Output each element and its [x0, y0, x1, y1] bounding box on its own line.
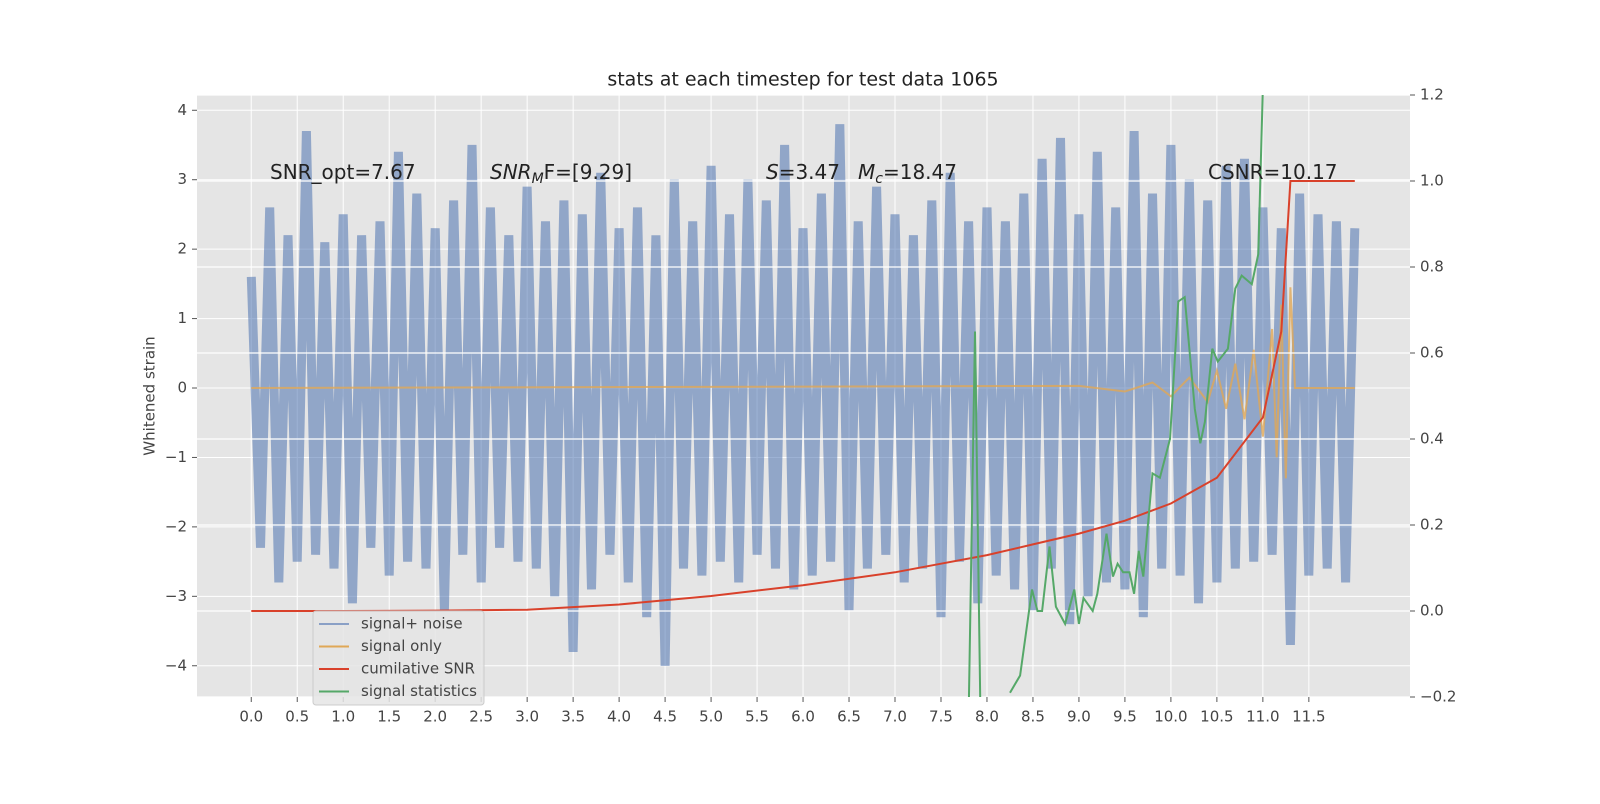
y-tick-label: 0	[177, 379, 187, 397]
x-tick-label: 10.0	[1154, 708, 1187, 726]
y2-tick-label: 0.4	[1420, 430, 1444, 448]
annotation: SNRMF=[9.29]	[490, 160, 632, 188]
y-tick-label: 2	[177, 240, 187, 258]
chart-title: stats at each timestep for test data 106…	[607, 69, 998, 91]
annotation-text: M	[858, 160, 875, 184]
x-tick-label: 6.0	[791, 708, 815, 726]
x-tick-label: 11.5	[1292, 708, 1325, 726]
x-tick-label: 1.5	[377, 708, 401, 726]
annotation-text: S	[766, 160, 779, 184]
x-tick-label: 8.0	[975, 708, 999, 726]
x-tick-label: 6.5	[837, 708, 861, 726]
y2-tick-label: 0.0	[1420, 602, 1444, 620]
annotation-text: SNR	[490, 160, 532, 184]
x-tick-label: 3.5	[561, 708, 585, 726]
y-axis-label: Whitened strain	[141, 336, 159, 455]
y2-tick-label: 0.8	[1420, 258, 1444, 276]
x-tick-label: 4.0	[607, 708, 631, 726]
legend-label: signal+ noise	[361, 615, 463, 633]
y-tick-label: 1	[177, 309, 187, 327]
line	[251, 287, 1355, 479]
legend-box	[312, 610, 485, 706]
annotation-rest: F=[9.29]	[544, 160, 632, 184]
line	[967, 95, 1264, 697]
series-group	[197, 95, 1410, 697]
x-tick-label: 5.5	[745, 708, 769, 726]
y-tick-label: −2	[165, 517, 187, 535]
y2-tick-label: −0.2	[1420, 688, 1456, 706]
annotation-rest: =18.47	[883, 160, 957, 184]
x-tick-label: 9.0	[1067, 708, 1091, 726]
annotation-text: CSNR=10.17	[1208, 160, 1338, 184]
x-tick-label: 2.0	[423, 708, 447, 726]
x-tick-label: 3.0	[515, 708, 539, 726]
annotation-text: SNR_opt=7.67	[270, 160, 416, 184]
y2-tick-label: 1.0	[1420, 172, 1444, 190]
x-tick-label: 7.0	[883, 708, 907, 726]
y-tick-label: −4	[165, 656, 187, 674]
legend-label: signal statistics	[361, 682, 477, 700]
annotation: Mc=18.47	[858, 160, 957, 188]
legend-label: cumilative SNR	[361, 660, 475, 678]
y-tick-label: 4	[177, 101, 187, 119]
annotation: CSNR=10.17	[1208, 160, 1338, 184]
x-tick-label: 0.5	[285, 708, 309, 726]
y-tick-label: −1	[165, 448, 187, 466]
y-tick-label: 3	[177, 170, 187, 188]
annotation-rest: =3.47	[779, 160, 840, 184]
y2-tick-label: 0.2	[1420, 516, 1444, 534]
x-tick-label: 2.5	[469, 708, 493, 726]
annotation-sub: c	[875, 171, 883, 187]
line	[251, 180, 1355, 612]
x-tick-label: 1.0	[331, 708, 355, 726]
x-tick-label: 4.5	[653, 708, 677, 726]
x-tick-label: 0.0	[239, 708, 263, 726]
legend-label: signal only	[361, 637, 442, 655]
x-tick-label: 8.5	[1021, 708, 1045, 726]
x-tick-label: 11.0	[1246, 708, 1279, 726]
y-tick-label: −3	[165, 587, 187, 605]
line	[246, 124, 1360, 666]
x-tick-label: 10.5	[1200, 708, 1233, 726]
x-tick-label: 7.5	[929, 708, 953, 726]
x-tick-label: 5.0	[699, 708, 723, 726]
y2-tick-label: 0.6	[1420, 344, 1444, 362]
annotation-sub: M	[532, 171, 544, 187]
x-tick-label: 9.5	[1113, 708, 1137, 726]
annotation: SNR_opt=7.67	[270, 160, 416, 184]
y2-tick-label: 1.2	[1420, 86, 1444, 104]
annotation: S=3.47	[766, 160, 840, 184]
